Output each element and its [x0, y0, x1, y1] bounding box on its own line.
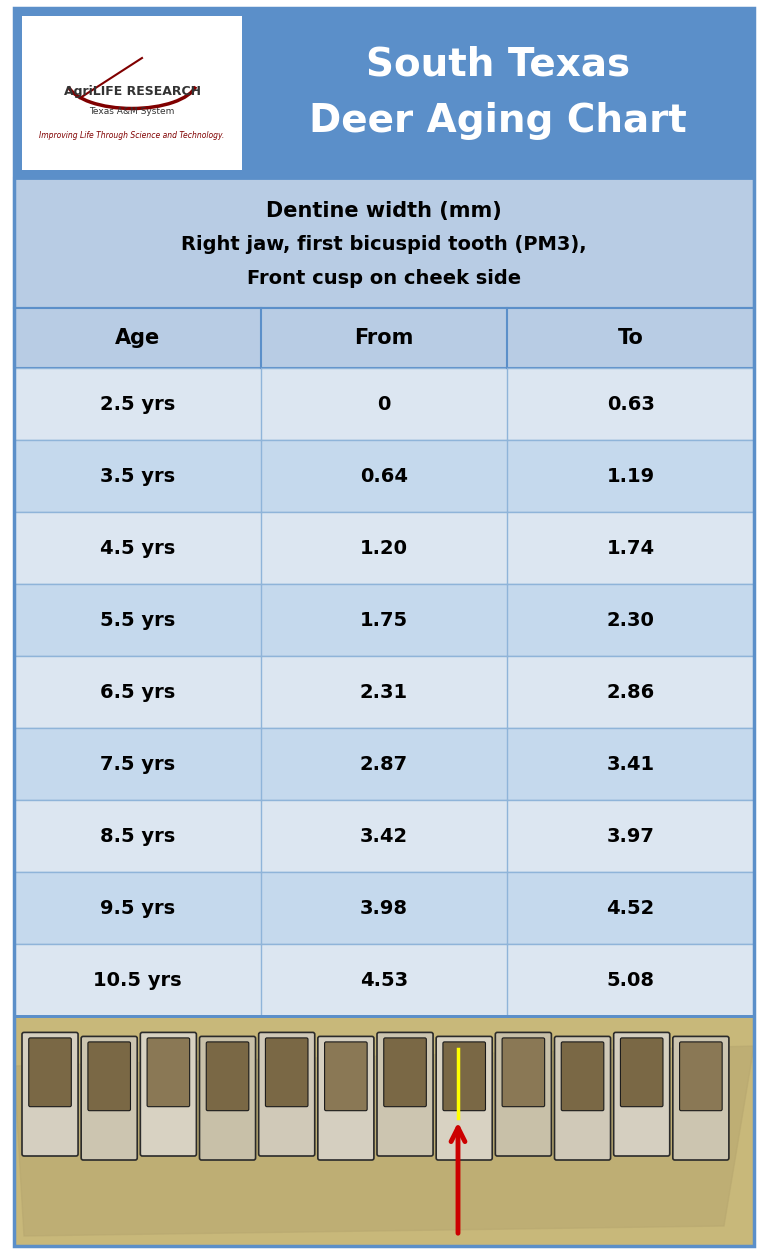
Bar	[14, 367, 754, 440]
FancyBboxPatch shape	[318, 1036, 374, 1160]
FancyBboxPatch shape	[200, 1036, 256, 1160]
Text: 4.52: 4.52	[607, 899, 655, 918]
Bar	[22, 16, 242, 171]
FancyBboxPatch shape	[621, 1038, 663, 1107]
Text: 9.5 yrs: 9.5 yrs	[100, 899, 175, 918]
FancyBboxPatch shape	[384, 1038, 426, 1107]
Bar	[14, 656, 754, 729]
Text: 3.41: 3.41	[607, 755, 655, 774]
Bar	[14, 1016, 754, 1246]
FancyBboxPatch shape	[561, 1042, 604, 1111]
FancyBboxPatch shape	[502, 1038, 545, 1107]
Text: 1.75: 1.75	[360, 611, 408, 630]
Polygon shape	[14, 1046, 754, 1236]
Text: AgriLIFE RESEARCH: AgriLIFE RESEARCH	[64, 84, 200, 98]
Text: 3.98: 3.98	[360, 899, 408, 918]
Text: 7.5 yrs: 7.5 yrs	[100, 755, 175, 774]
FancyBboxPatch shape	[88, 1042, 131, 1111]
Text: Dentine width (mm): Dentine width (mm)	[266, 201, 502, 221]
Text: 2.30: 2.30	[607, 611, 654, 630]
FancyBboxPatch shape	[147, 1038, 190, 1107]
Text: 0.64: 0.64	[360, 466, 408, 485]
FancyBboxPatch shape	[680, 1042, 722, 1111]
Text: 2.86: 2.86	[607, 682, 655, 701]
FancyBboxPatch shape	[436, 1036, 492, 1160]
FancyBboxPatch shape	[325, 1042, 367, 1111]
FancyBboxPatch shape	[207, 1042, 249, 1111]
FancyBboxPatch shape	[554, 1036, 611, 1160]
Text: 0.63: 0.63	[607, 395, 654, 414]
Text: South Texas: South Texas	[366, 46, 630, 84]
Bar	[14, 1016, 754, 1246]
FancyBboxPatch shape	[673, 1036, 729, 1160]
FancyBboxPatch shape	[266, 1038, 308, 1107]
Text: Texas A&M System: Texas A&M System	[89, 107, 174, 115]
Text: 4.53: 4.53	[360, 971, 408, 989]
Text: 5.08: 5.08	[607, 971, 654, 989]
FancyBboxPatch shape	[81, 1036, 137, 1160]
FancyBboxPatch shape	[259, 1032, 315, 1156]
Text: 3.97: 3.97	[607, 826, 654, 845]
FancyBboxPatch shape	[22, 1032, 78, 1156]
Bar	[14, 944, 754, 1016]
Text: Age: Age	[114, 329, 160, 349]
Bar	[14, 800, 754, 872]
Text: To: To	[617, 329, 644, 349]
Text: 2.31: 2.31	[360, 682, 408, 701]
Text: 2.5 yrs: 2.5 yrs	[100, 395, 175, 414]
FancyBboxPatch shape	[443, 1042, 485, 1111]
Bar	[14, 584, 754, 656]
FancyBboxPatch shape	[28, 1038, 71, 1107]
Text: Deer Aging Chart: Deer Aging Chart	[310, 102, 687, 140]
Text: 5.5 yrs: 5.5 yrs	[100, 611, 175, 630]
FancyBboxPatch shape	[377, 1032, 433, 1156]
Text: 4.5 yrs: 4.5 yrs	[100, 538, 175, 558]
Text: 2.87: 2.87	[360, 755, 408, 774]
Text: 3.5 yrs: 3.5 yrs	[100, 466, 175, 485]
Text: 3.42: 3.42	[360, 826, 408, 845]
Bar	[14, 178, 754, 1016]
FancyBboxPatch shape	[495, 1032, 551, 1156]
Text: 1.74: 1.74	[607, 538, 655, 558]
Text: Front cusp on cheek side: Front cusp on cheek side	[247, 268, 521, 287]
Text: 0: 0	[377, 395, 391, 414]
Bar	[14, 440, 754, 512]
FancyBboxPatch shape	[614, 1032, 670, 1156]
Text: 10.5 yrs: 10.5 yrs	[93, 971, 182, 989]
Text: 1.19: 1.19	[607, 466, 655, 485]
Bar	[14, 512, 754, 584]
Bar	[14, 178, 754, 308]
Text: Right jaw, first bicuspid tooth (PM3),: Right jaw, first bicuspid tooth (PM3),	[181, 236, 587, 255]
Bar	[14, 729, 754, 800]
Bar	[14, 308, 754, 367]
FancyBboxPatch shape	[141, 1032, 197, 1156]
Text: 1.20: 1.20	[360, 538, 408, 558]
Text: Improving Life Through Science and Technology.: Improving Life Through Science and Techn…	[39, 130, 224, 139]
Text: 8.5 yrs: 8.5 yrs	[100, 826, 175, 845]
Bar	[14, 872, 754, 944]
Text: 6.5 yrs: 6.5 yrs	[100, 682, 175, 701]
Bar	[14, 8, 754, 178]
Text: From: From	[354, 329, 414, 349]
